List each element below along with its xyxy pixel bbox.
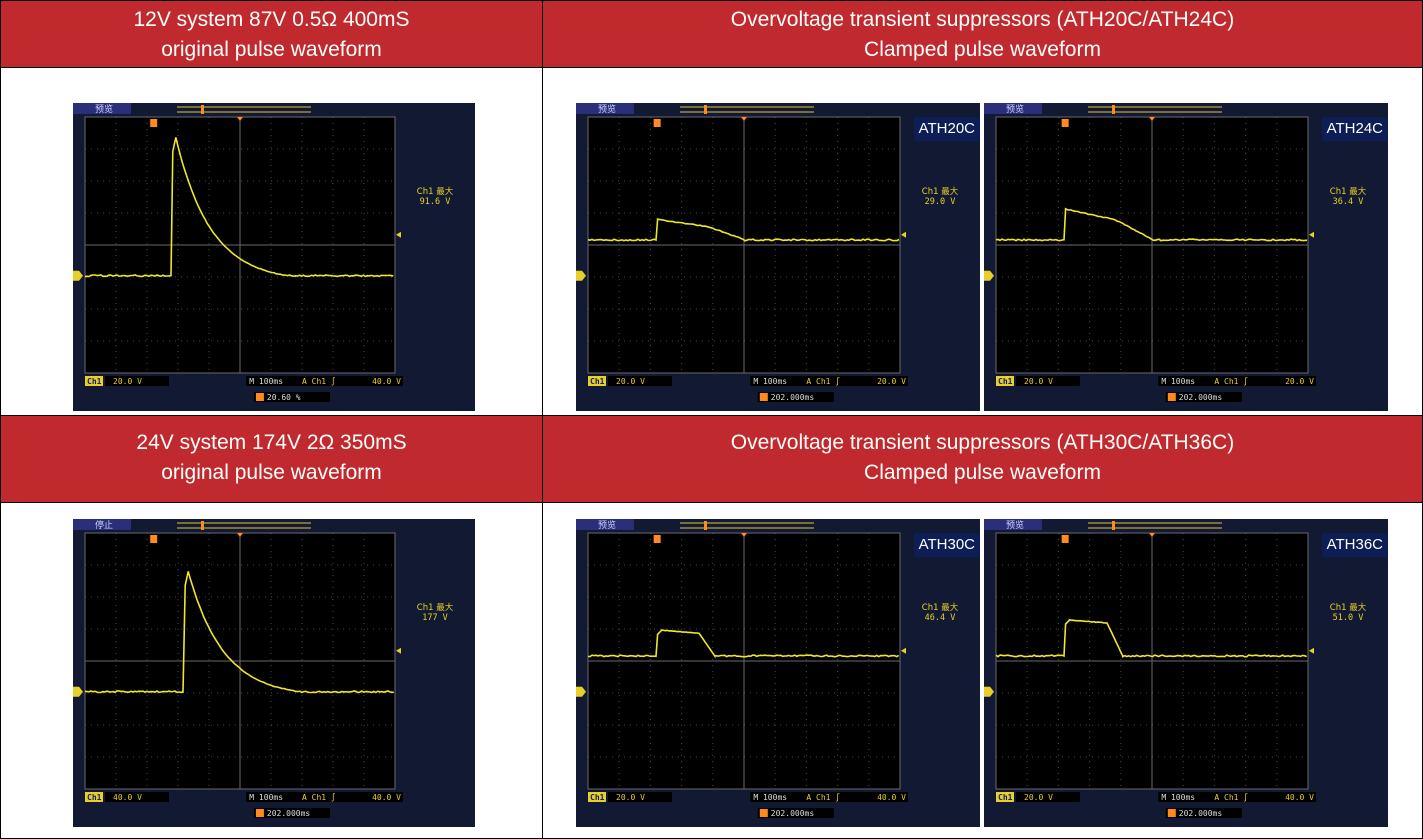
scope-screen-ath36c: 预览 Ch1 最大 51.0 V Ch1 20.0 V M 100ms A Ch1 ∫ 40.… [984,519,1388,827]
row2-right-header-line2: Clamped pulse waveform [543,458,1422,488]
channel-label: Ch1 [590,377,605,386]
row1-right-header-line2: Clamped pulse waveform [543,35,1422,65]
row2-right-header-line1: Overvoltage transient suppressors (ATH30… [543,428,1422,458]
row1-left-header: 12V system 87V 0.5Ω 400mS original pulse… [0,0,543,68]
timebase: M 100ms [753,793,787,802]
trigger-source: A Ch1 ∫ [1214,793,1248,802]
scope-svg: 预览 Ch1 最大29.0 V Ch1 20.0 V M 100ms A Ch1 ∫ 20.… [576,103,980,411]
bottom-readout: 202.000ms [771,809,815,818]
scope-status-text: 预览 [95,103,113,115]
max-label: Ch1 最大 [922,186,959,197]
bottom-readout: 202.000ms [1179,809,1223,818]
channel-label: Ch1 [590,793,605,802]
channel-scale: 20.0 V [113,377,142,386]
scope-status-text: 预览 [598,519,616,531]
channel-scale: 40.0 V [113,793,142,802]
scope-svg: 停止 Ch1 最大177 V Ch1 40.0 V M 100ms A Ch1 ∫ 40.0… [73,519,475,827]
max-label: Ch1 最大 [1330,186,1367,197]
scope-svg: 预览 Ch1 最大51.0 V Ch1 20.0 V M 100ms A Ch1 ∫ 40.… [984,519,1388,827]
timebase: M 100ms [1161,793,1195,802]
scope-status-text: 预览 [1006,519,1024,531]
trigger-level: 20.0 V [877,377,906,386]
timebase: M 100ms [249,377,283,386]
channel-scale: 20.0 V [1024,377,1053,386]
trigger-source: A Ch1 ∫ [1214,377,1248,386]
max-value: 36.4 V [1333,197,1364,207]
max-value: 46.4 V [925,613,956,623]
bottom-readout: 202.000ms [771,393,815,402]
timebase: M 100ms [753,377,787,386]
bottom-readout: 202.000ms [1179,393,1223,402]
scope-status-text: 停止 [95,519,113,531]
channel-label: Ch1 [87,377,102,386]
max-value: 177 V [422,613,448,623]
scope-status-text: 预览 [598,103,616,115]
scope-status-text: 预览 [1006,103,1024,115]
row1-left-header-line1: 12V system 87V 0.5Ω 400mS [1,5,542,35]
channel-label: Ch1 [998,377,1013,386]
timebase: M 100ms [249,793,283,802]
model-tag: ATH24C [1322,117,1388,141]
channel-scale: 20.0 V [616,377,645,386]
scope-svg: 预览 Ch1 最大91.6 V Ch1 20.0 V M 100ms A Ch1 ∫ 40.… [73,103,475,411]
trigger-source: A Ch1 ∫ [806,793,840,802]
max-value: 51.0 V [1333,613,1364,623]
max-value: 91.6 V [420,197,451,207]
bottom-readout: 202.000ms [267,809,311,818]
max-label: Ch1 最大 [417,186,454,197]
trigger-level: 40.0 V [1285,793,1314,802]
scope-svg: 预览 Ch1 最大36.4 V Ch1 20.0 V M 100ms A Ch1 ∫ 20.… [984,103,1388,411]
row2-right-header: Overvoltage transient suppressors (ATH30… [542,415,1423,503]
row1-left-header-line2: original pulse waveform [1,35,542,65]
scope-screen-ath20c: 预览 Ch1 最大 29.0 V Ch1 20.0 V M 100ms A Ch1 ∫ 20.… [576,103,980,411]
trigger-level: 40.0 V [372,793,401,802]
bottom-readout: 20.60 % [267,393,301,402]
trigger-level: 20.0 V [1285,377,1314,386]
row1-right-header: Overvoltage transient suppressors (ATH20… [542,0,1423,68]
scope-screen-ath30c: 预览 Ch1 最大 46.4 V Ch1 20.0 V M 100ms A Ch1 ∫ 40.… [576,519,980,827]
max-label: Ch1 最大 [1330,602,1367,613]
trigger-level: 40.0 V [877,793,906,802]
row2-left-header-line2: original pulse waveform [1,458,542,488]
model-tag: ATH36C [1322,533,1388,557]
trigger-source: A Ch1 ∫ [806,377,840,386]
channel-scale: 20.0 V [616,793,645,802]
model-tag: ATH20C [914,117,980,141]
scope-screen-12v-original: 预览 Ch1 最大 91.6 V Ch1 20.0 V M 100ms A Ch1 ∫ 40.… [73,103,475,411]
trigger-source: A Ch1 ∫ [302,793,336,802]
channel-label: Ch1 [998,793,1013,802]
row2-left-header: 24V system 174V 2Ω 350mS original pulse … [0,415,543,503]
scope-svg: 预览 Ch1 最大46.4 V Ch1 20.0 V M 100ms A Ch1 ∫ 40.… [576,519,980,827]
trigger-source: A Ch1 ∫ [302,377,336,386]
max-value: 29.0 V [925,197,956,207]
channel-scale: 20.0 V [1024,793,1053,802]
scope-screen-24v-original: 停止 Ch1 最大 177 V Ch1 40.0 V M 100ms A Ch1 ∫ 40.0… [73,519,475,827]
model-tag: ATH30C [914,533,980,557]
scope-screen-ath24c: 预览 Ch1 最大 36.4 V Ch1 20.0 V M 100ms A Ch1 ∫ 20.… [984,103,1388,411]
max-label: Ch1 最大 [417,602,454,613]
row1-right-header-line1: Overvoltage transient suppressors (ATH20… [543,5,1422,35]
timebase: M 100ms [1161,377,1195,386]
trigger-level: 40.0 V [372,377,401,386]
max-label: Ch1 最大 [922,602,959,613]
channel-label: Ch1 [87,793,102,802]
row2-left-header-line1: 24V system 174V 2Ω 350mS [1,428,542,458]
